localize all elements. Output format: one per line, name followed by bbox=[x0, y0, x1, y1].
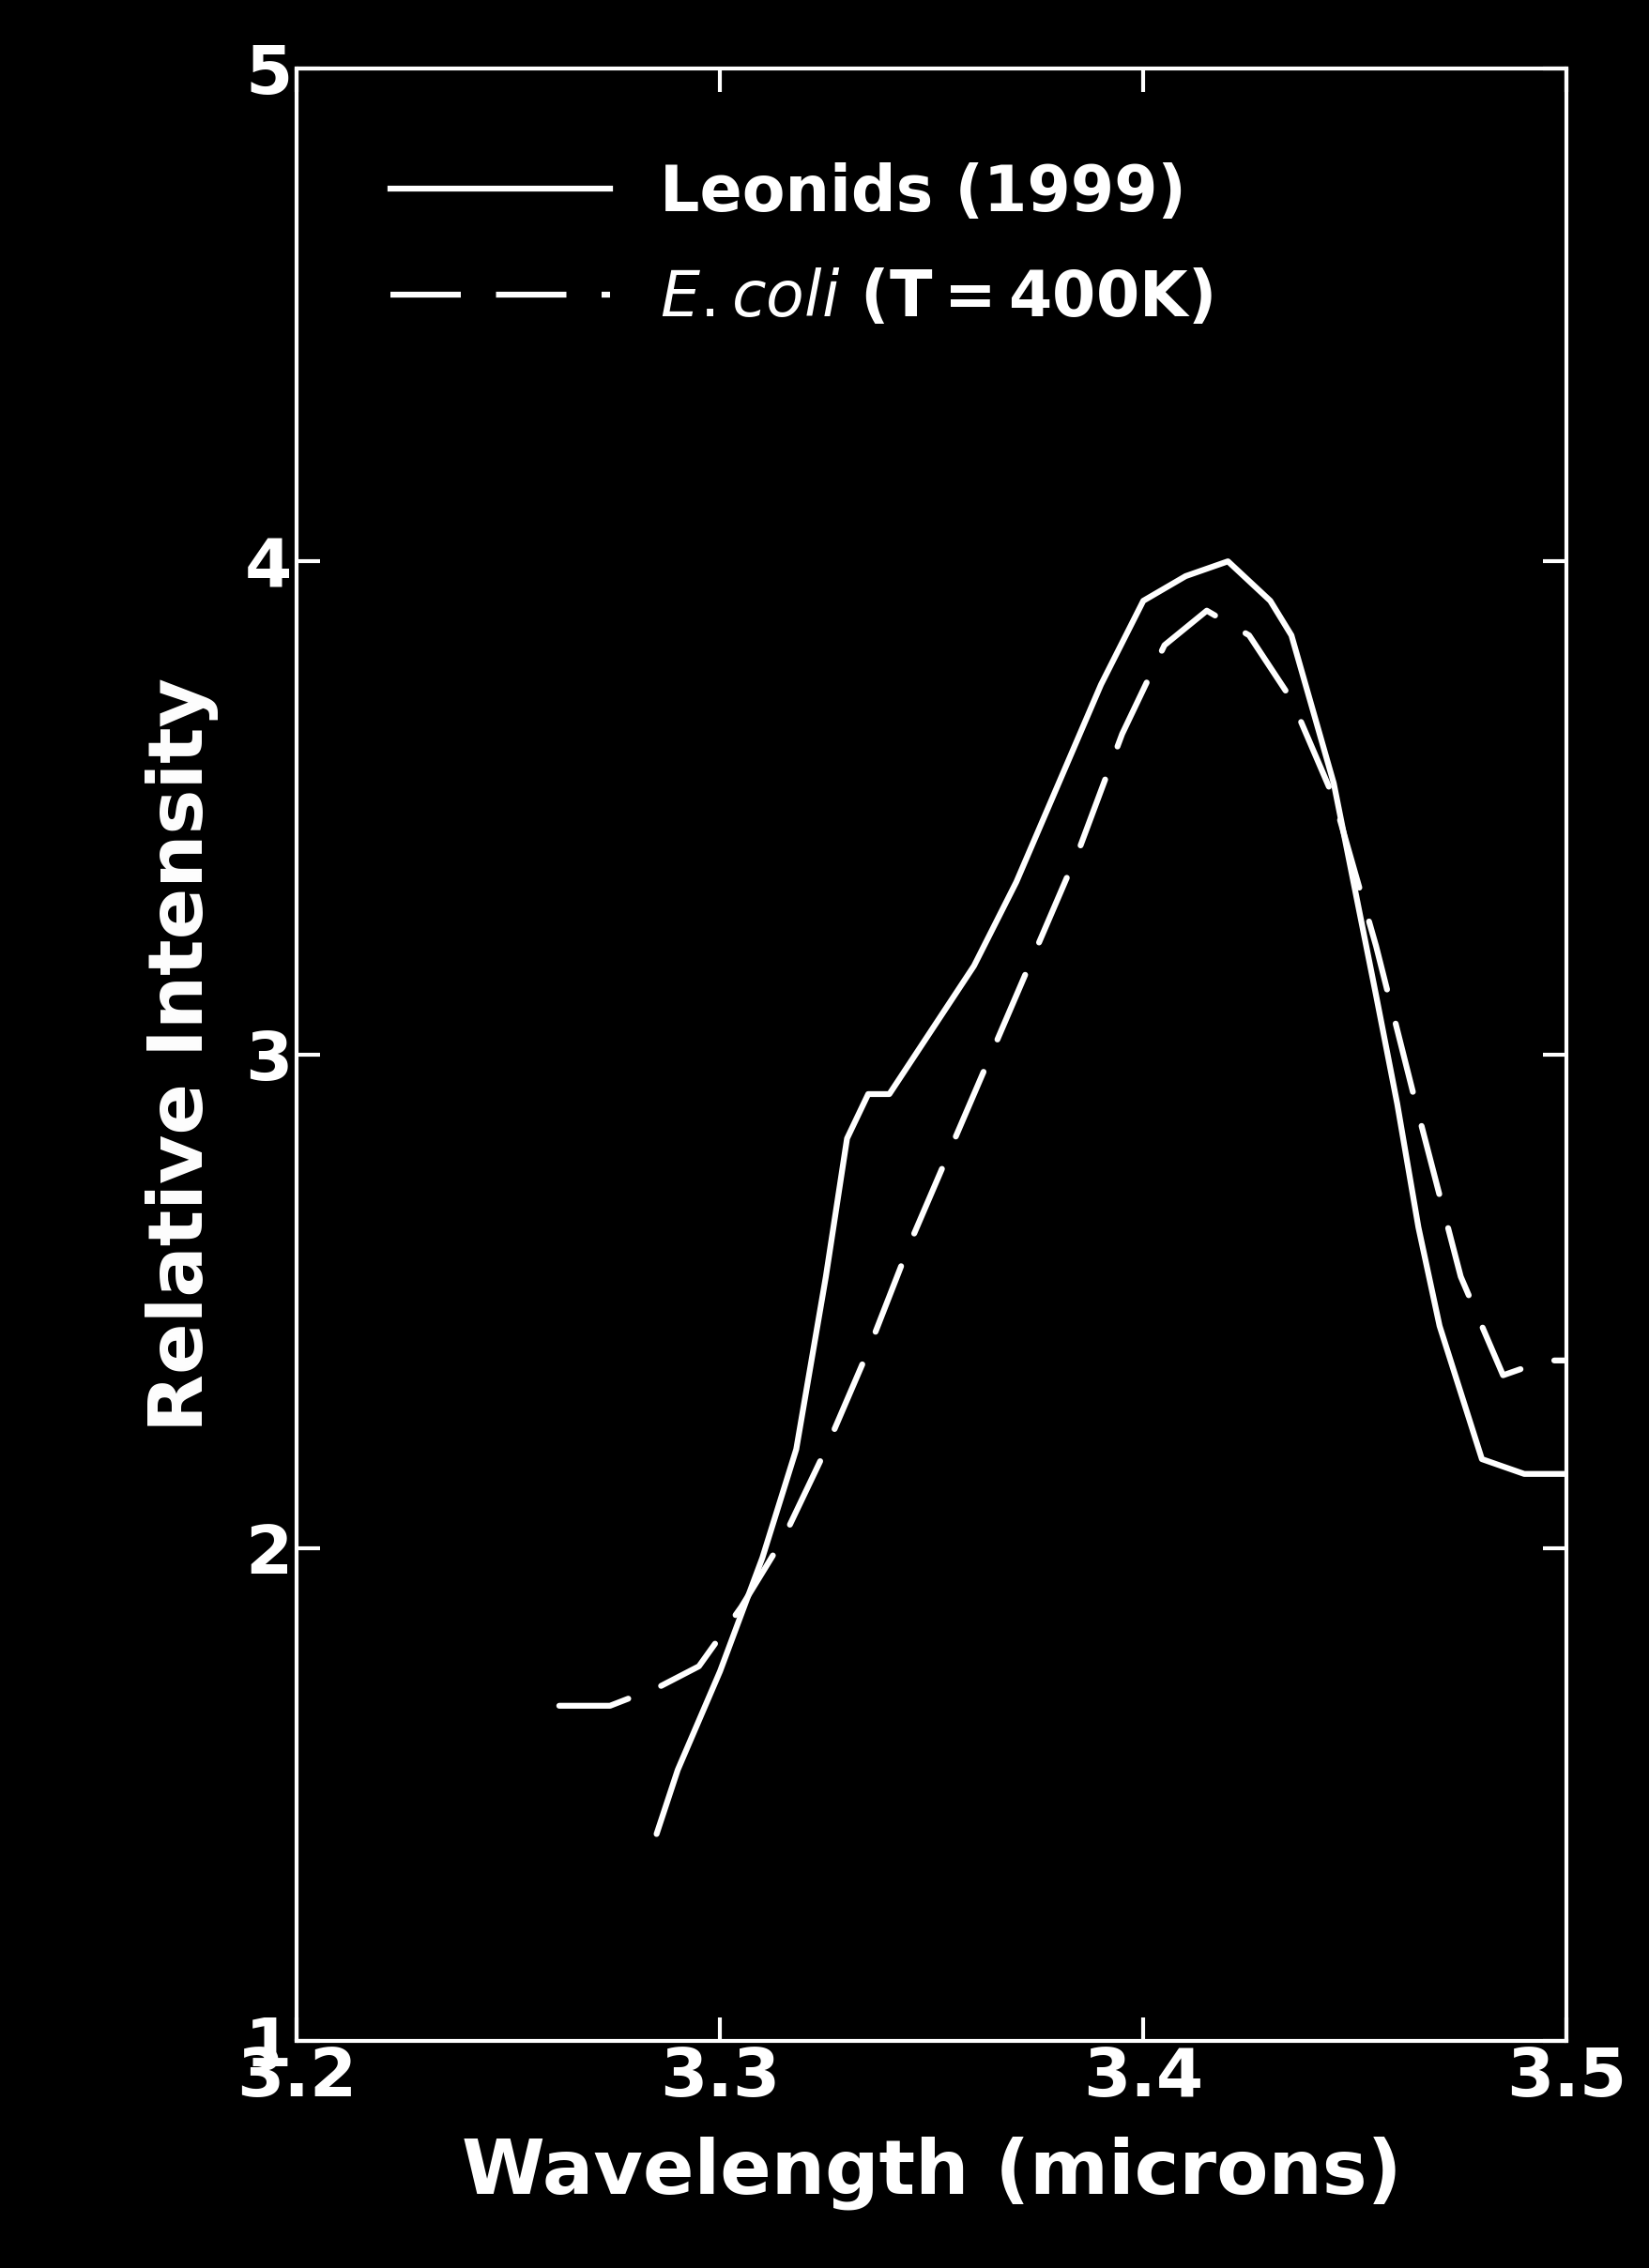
Legend: Leonids (1999), $\mathit{E.coli}$ $\mathbf{(T=400K)}$: Leonids (1999), $\mathit{E.coli}$ $\math… bbox=[328, 100, 1275, 392]
Y-axis label: Relative Intensity: Relative Intensity bbox=[145, 678, 219, 1431]
X-axis label: Wavelength (microns): Wavelength (microns) bbox=[462, 2136, 1402, 2211]
